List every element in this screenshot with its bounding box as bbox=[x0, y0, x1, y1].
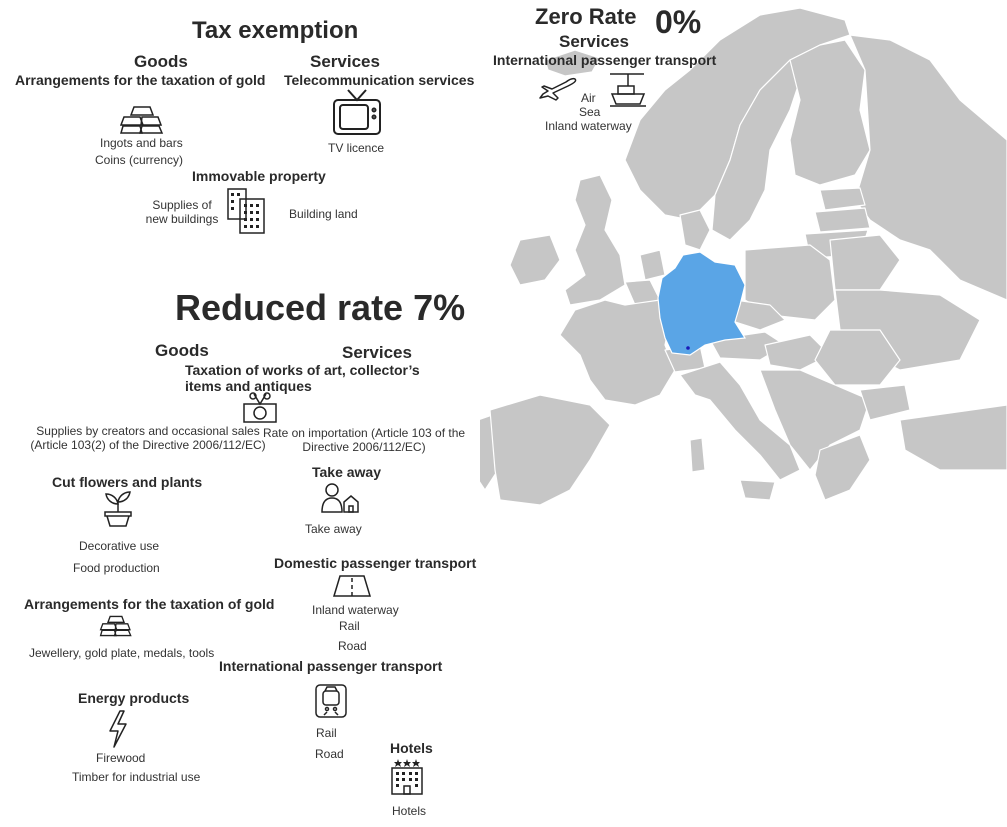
gold-item-ingots: Ingots and bars bbox=[100, 136, 183, 150]
art-subheader: Taxation of works of art, collector’s it… bbox=[185, 362, 420, 394]
tax-exemption-services-header: Services bbox=[310, 52, 380, 71]
iceland bbox=[544, 49, 601, 77]
domestic-transport-header: Domestic passenger transport bbox=[274, 555, 477, 571]
intl-item-rail: Rail bbox=[316, 726, 337, 740]
art-left-line1: Supplies by creators and occasional sale… bbox=[36, 424, 260, 438]
art-right-label: Rate on importation (Article 103 of the … bbox=[262, 426, 466, 454]
belarus bbox=[829, 234, 901, 291]
tax-exemption-telecom-subheader: Telecommunication services bbox=[284, 72, 475, 88]
airplane-icon bbox=[539, 77, 577, 101]
takeaway-icon bbox=[321, 483, 359, 513]
immovable-left-line2: new buildings bbox=[145, 212, 219, 226]
energy-item-timber: Timber for industrial use bbox=[72, 770, 201, 784]
energy-item-firewood: Firewood bbox=[96, 751, 146, 765]
immovable-left-label: Supplies of new buildings bbox=[144, 198, 220, 226]
balkans bbox=[759, 369, 871, 471]
italy bbox=[679, 361, 801, 481]
tax-exemption-gold-subheader: Arrangements for the taxation of gold bbox=[15, 72, 266, 88]
art-left-label: Supplies by creators and occasional sale… bbox=[14, 424, 282, 452]
denmark bbox=[679, 209, 711, 251]
art-icon bbox=[243, 392, 277, 423]
zero-item-inland-waterway: Inland waterway bbox=[545, 119, 632, 133]
netherlands bbox=[639, 249, 666, 281]
russia bbox=[849, 34, 1007, 301]
takeaway-header: Take away bbox=[312, 464, 382, 480]
hotels-header: Hotels bbox=[390, 740, 433, 756]
reduced-gold-item: Jewellery, gold plate, medals, tools bbox=[29, 646, 215, 660]
lightning-icon bbox=[109, 710, 127, 748]
reduced-rate-title: Reduced rate 7% bbox=[175, 287, 466, 328]
zero-item-air: Air bbox=[581, 91, 596, 105]
domestic-item-rail: Rail bbox=[339, 619, 360, 633]
hotels-item: Hotels bbox=[392, 804, 427, 818]
zero-rate-title: Zero Rate bbox=[535, 4, 637, 29]
sweden bbox=[711, 59, 801, 241]
tv-icon bbox=[333, 89, 381, 135]
domestic-item-road: Road bbox=[338, 639, 367, 653]
tv-licence-label: TV licence bbox=[328, 141, 385, 155]
art-right-line2: Directive 2006/112/EC) bbox=[302, 440, 426, 454]
intl-item-road: Road bbox=[315, 747, 344, 761]
ship-icon bbox=[610, 73, 646, 107]
germany bbox=[657, 251, 747, 356]
energy-header: Energy products bbox=[78, 690, 190, 706]
road-icon bbox=[332, 575, 372, 597]
art-subheader-line2: items and antiques bbox=[185, 378, 312, 394]
art-left-line2: (Article 103(2) of the Directive 2006/11… bbox=[30, 438, 266, 452]
art-subheader-line1: Taxation of works of art, collector’s bbox=[185, 362, 420, 378]
zero-rate-subheader: International passenger transport bbox=[493, 52, 717, 68]
estonia bbox=[819, 187, 866, 211]
flowers-header: Cut flowers and plants bbox=[52, 474, 203, 490]
tax-exemption-title: Tax exemption bbox=[192, 17, 359, 44]
takeaway-item: Take away bbox=[305, 522, 362, 536]
zero-rate-services-header: Services bbox=[559, 32, 629, 51]
gold-item-coins: Coins (currency) bbox=[95, 153, 184, 167]
art-right-line1: Rate on importation (Article 103 of the bbox=[262, 426, 466, 440]
sicily bbox=[739, 479, 776, 501]
turkey bbox=[899, 404, 1007, 471]
immovable-property-header: Immovable property bbox=[192, 168, 326, 184]
domestic-item-inland-waterway: Inland waterway bbox=[312, 603, 399, 617]
immovable-left-line1: Supplies of bbox=[152, 198, 212, 212]
gold-bars-icon bbox=[99, 615, 132, 637]
flowers-item-food: Food production bbox=[73, 561, 160, 575]
reduced-services-header: Services bbox=[342, 343, 412, 362]
train-icon bbox=[315, 684, 347, 718]
europe-map bbox=[480, 7, 1007, 506]
reduced-gold-header: Arrangements for the taxation of gold bbox=[24, 596, 275, 612]
intl-transport-header: International passenger transport bbox=[219, 658, 443, 674]
reduced-goods-header: Goods bbox=[155, 341, 209, 360]
capital-dot bbox=[686, 346, 690, 350]
spain bbox=[489, 394, 611, 506]
tax-exemption-goods-header: Goods bbox=[134, 52, 188, 71]
bulgaria bbox=[859, 384, 911, 421]
flowers-item-decorative: Decorative use bbox=[79, 539, 160, 553]
romania bbox=[814, 329, 901, 386]
plant-icon bbox=[104, 491, 132, 527]
uk bbox=[564, 174, 626, 306]
latvia bbox=[814, 207, 871, 233]
zero-rate-value: 0% bbox=[655, 4, 702, 40]
france bbox=[559, 299, 676, 406]
ireland bbox=[509, 234, 561, 286]
hungary bbox=[764, 334, 831, 371]
finland bbox=[789, 39, 871, 186]
sardinia bbox=[689, 437, 706, 473]
buildings-icon bbox=[227, 188, 265, 234]
greece bbox=[814, 434, 871, 501]
zero-item-sea: Sea bbox=[579, 105, 601, 119]
hotel-icon bbox=[391, 759, 423, 795]
building-land-label: Building land bbox=[289, 207, 358, 221]
gold-bars-icon bbox=[120, 106, 164, 134]
